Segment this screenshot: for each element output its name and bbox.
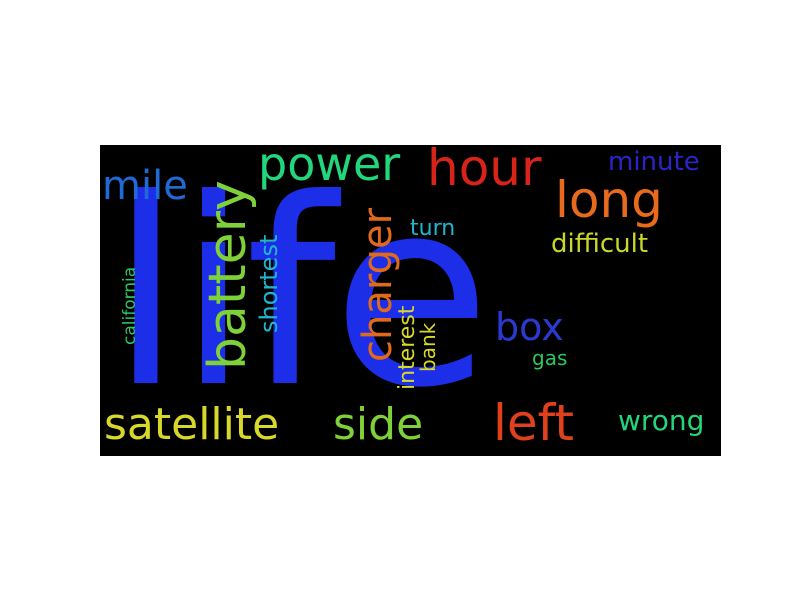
word-long: long — [555, 171, 663, 229]
word-life: life — [110, 145, 491, 444]
word-difficult: difficult — [551, 229, 649, 259]
word-minute: minute — [608, 147, 700, 177]
word-turn: turn — [410, 216, 456, 241]
word-wrong: wrong — [618, 404, 705, 437]
word-california: california — [120, 266, 140, 345]
word-mile: mile — [102, 163, 188, 209]
word-satellite: satellite — [104, 399, 280, 450]
word-hour: hour — [427, 145, 542, 197]
word-bank: bank — [416, 322, 440, 372]
word-left: left — [493, 394, 574, 452]
word-charger: charger — [355, 207, 401, 362]
word-box: box — [495, 305, 564, 349]
word-power: power — [258, 145, 401, 191]
word-shortest: shortest — [255, 234, 283, 333]
word-gas: gas — [532, 346, 568, 370]
word-battery: battery — [198, 180, 258, 370]
word-cloud: life battery power hour long minute mile… — [100, 145, 721, 456]
word-side: side — [333, 399, 424, 450]
